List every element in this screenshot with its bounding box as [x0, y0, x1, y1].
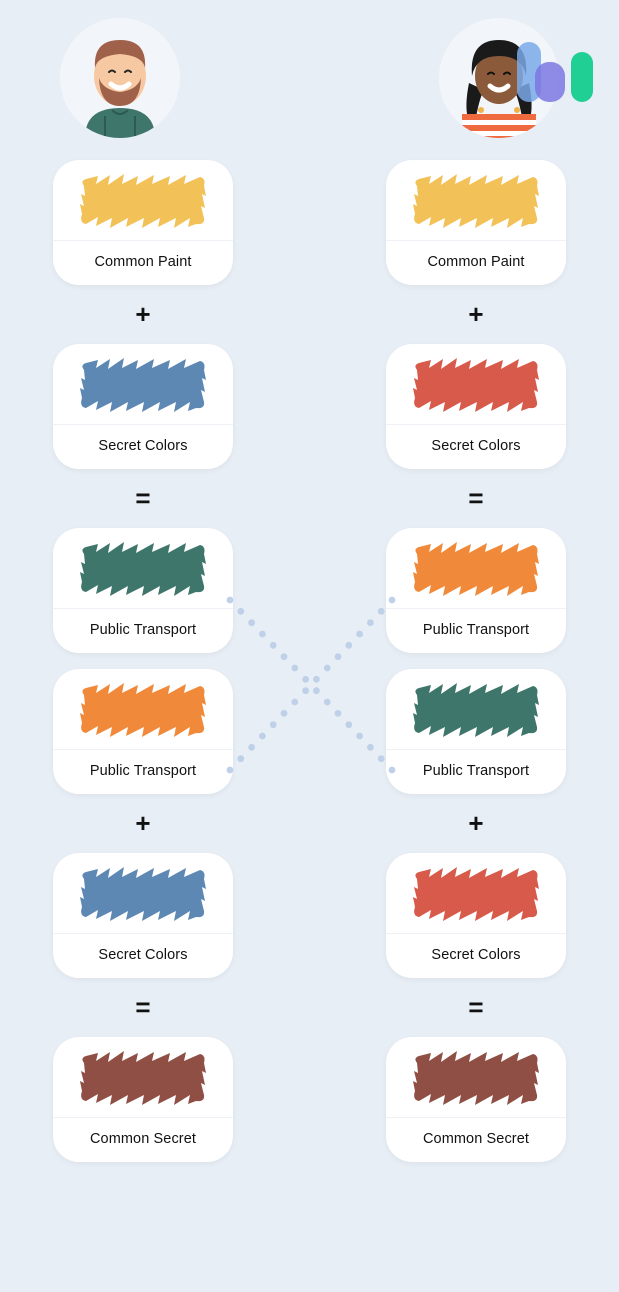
right-column: Common Paint + Secret Colors = Public Tran…: [381, 160, 571, 1162]
plus-operator: +: [468, 808, 483, 839]
color-card-common-paint: Common Paint: [53, 160, 233, 285]
avatar-left: [60, 18, 180, 138]
card-label: Common Secret: [90, 1118, 196, 1162]
color-card-secret-colors: Secret Colors: [386, 853, 566, 978]
paint-swatch-icon: [409, 865, 544, 923]
card-label: Common Paint: [427, 241, 524, 285]
paint-swatch-icon: [76, 172, 211, 230]
paint-swatch-icon: [76, 356, 211, 414]
avatar-row: [0, 0, 619, 138]
card-label: Secret Colors: [98, 934, 187, 978]
color-card-common-paint: Common Paint: [386, 160, 566, 285]
plus-operator: +: [135, 299, 150, 330]
color-card-secret-colors: Secret Colors: [386, 344, 566, 469]
card-label: Secret Colors: [431, 934, 520, 978]
plus-operator: +: [468, 299, 483, 330]
color-card-common-secret: Common Secret: [53, 1037, 233, 1162]
paint-swatch-icon: [76, 1049, 211, 1107]
avatar-male-icon: [65, 28, 175, 138]
equals-operator: =: [135, 483, 150, 514]
paint-swatch-icon: [409, 356, 544, 414]
avatar-female-icon: [444, 28, 554, 138]
avatar-right: [439, 18, 559, 138]
paint-swatch-icon: [76, 540, 211, 598]
paint-swatch-icon: [409, 681, 544, 739]
card-label: Public Transport: [423, 750, 529, 794]
color-card-public-transport: Public Transport: [386, 669, 566, 794]
card-label: Secret Colors: [431, 425, 520, 469]
card-label: Secret Colors: [98, 425, 187, 469]
left-column: Common Paint + Secret Colors = Public Tran…: [48, 160, 238, 1162]
color-card-secret-colors: Secret Colors: [53, 344, 233, 469]
color-card-common-secret: Common Secret: [386, 1037, 566, 1162]
card-label: Public Transport: [423, 609, 529, 653]
equals-operator: =: [468, 992, 483, 1023]
paint-swatch-icon: [409, 540, 544, 598]
card-label: Public Transport: [90, 750, 196, 794]
columns: Common Paint + Secret Colors = Public Tran…: [0, 138, 619, 1162]
card-label: Public Transport: [90, 609, 196, 653]
paint-swatch-icon: [76, 865, 211, 923]
color-card-public-transport: Public Transport: [53, 528, 233, 653]
color-card-public-transport: Public Transport: [386, 528, 566, 653]
paint-swatch-icon: [409, 172, 544, 230]
equals-operator: =: [468, 483, 483, 514]
paint-swatch-icon: [409, 1049, 544, 1107]
card-label: Common Secret: [423, 1118, 529, 1162]
color-card-secret-colors: Secret Colors: [53, 853, 233, 978]
plus-operator: +: [135, 808, 150, 839]
equals-operator: =: [135, 992, 150, 1023]
card-label: Common Paint: [94, 241, 191, 285]
color-card-public-transport: Public Transport: [53, 669, 233, 794]
paint-swatch-icon: [76, 681, 211, 739]
